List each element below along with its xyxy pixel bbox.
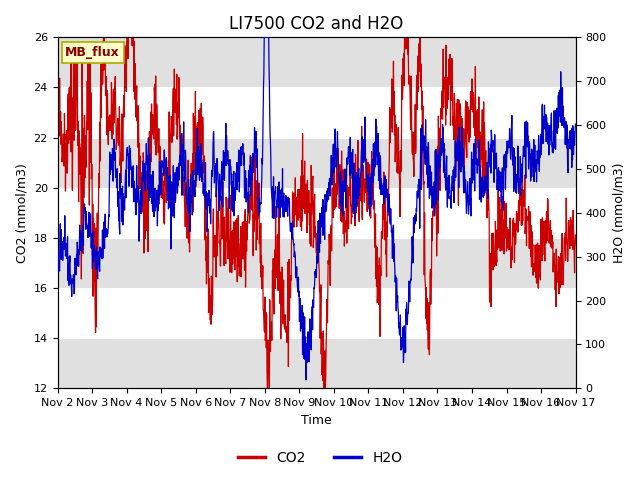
Text: MB_flux: MB_flux: [65, 46, 120, 59]
Bar: [58, 338, 575, 388]
Legend: CO2, H2O: CO2, H2O: [232, 445, 408, 471]
X-axis label: Time: Time: [301, 414, 332, 427]
Title: LI7500 CO2 and H2O: LI7500 CO2 and H2O: [229, 15, 404, 33]
Bar: [58, 238, 575, 288]
Bar: [58, 138, 575, 188]
Y-axis label: H2O (mmol/m3): H2O (mmol/m3): [612, 163, 625, 263]
Bar: [58, 37, 575, 87]
Y-axis label: CO2 (mmol/m3): CO2 (mmol/m3): [15, 163, 28, 263]
